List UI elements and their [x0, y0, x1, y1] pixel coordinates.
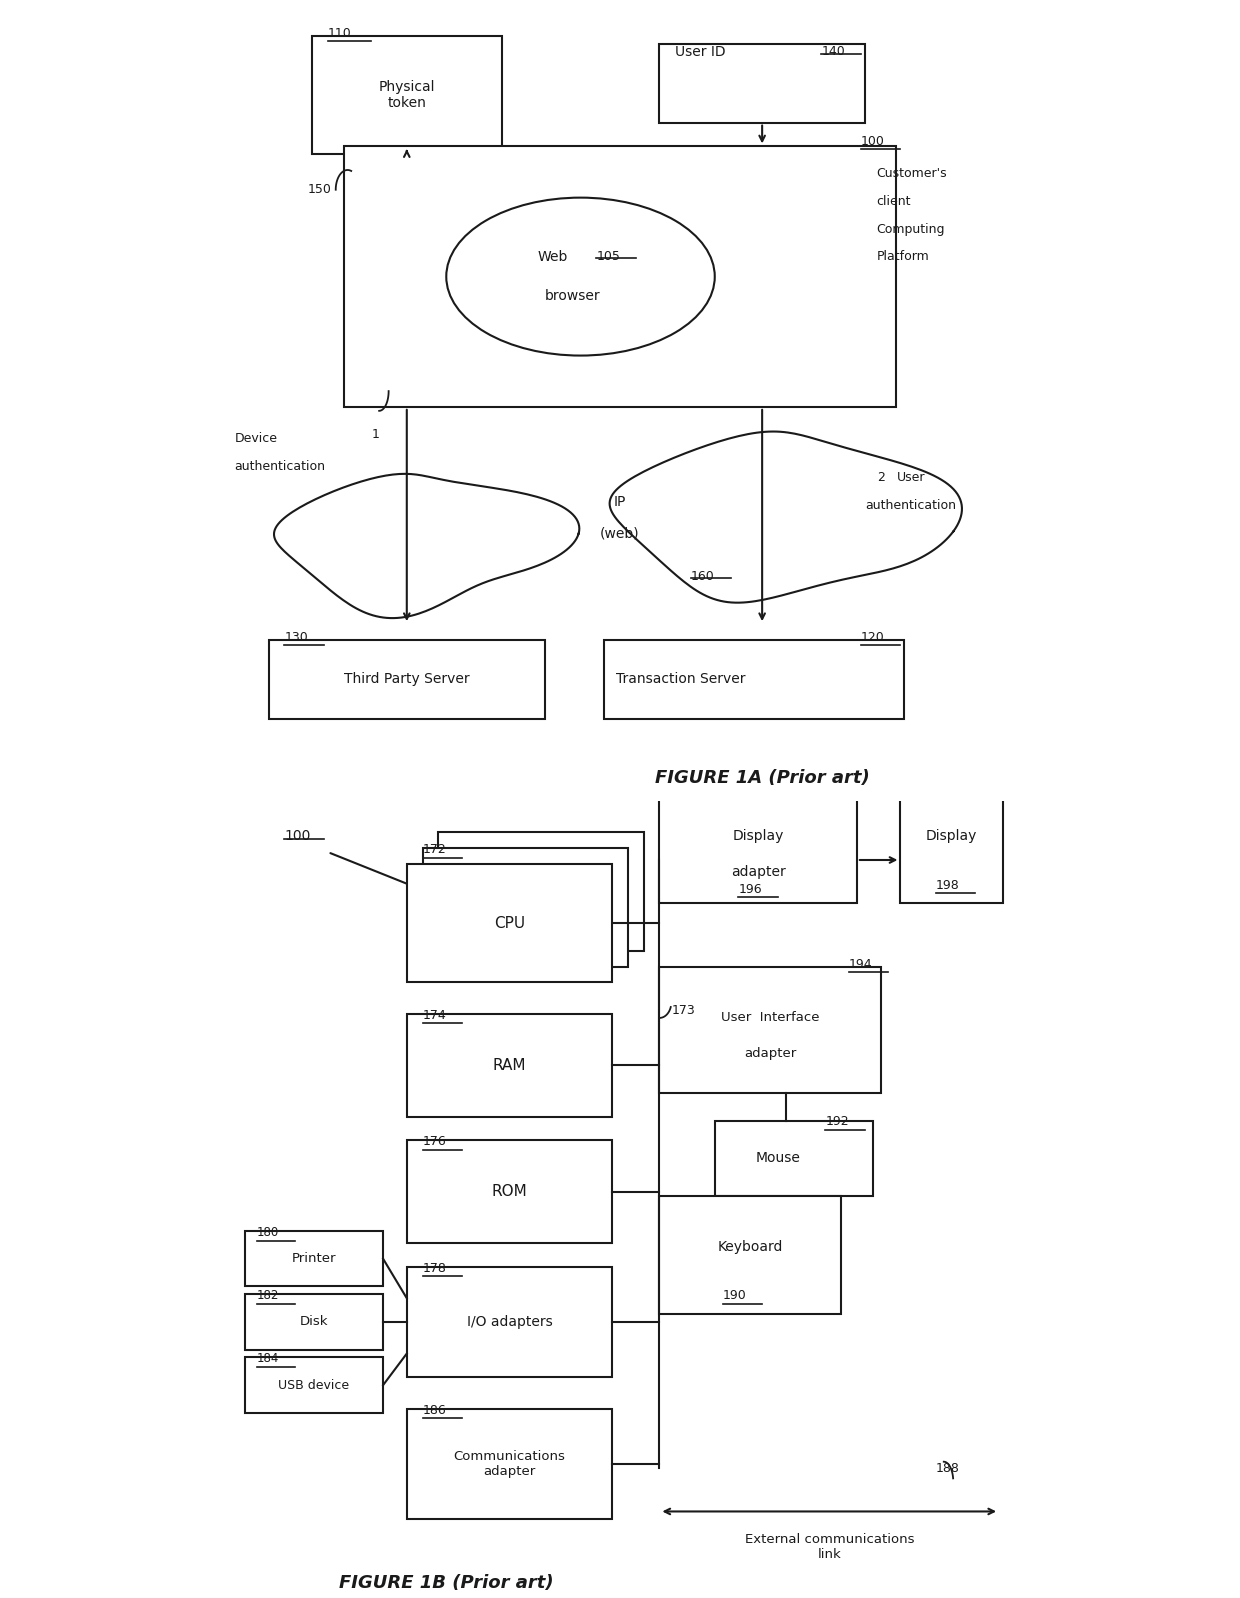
Text: authentication: authentication: [864, 499, 956, 511]
Bar: [714, 1120, 873, 1195]
Text: Third Party Server: Third Party Server: [343, 673, 470, 686]
Bar: [660, 43, 864, 123]
Text: 100: 100: [284, 829, 311, 844]
Text: adapter: adapter: [730, 865, 786, 879]
Text: Transaction Server: Transaction Server: [616, 673, 745, 686]
Text: 188: 188: [936, 1462, 960, 1475]
Text: 180: 180: [257, 1226, 279, 1238]
Text: adapter: adapter: [744, 1047, 796, 1059]
Text: Web: Web: [538, 249, 568, 264]
Bar: [604, 639, 904, 719]
Text: Disk: Disk: [299, 1315, 327, 1328]
Bar: [246, 1294, 383, 1350]
Text: 182: 182: [257, 1290, 279, 1302]
Text: RAM: RAM: [492, 1058, 526, 1072]
Text: 184: 184: [257, 1352, 279, 1365]
Text: 194: 194: [849, 957, 873, 970]
Text: User ID: User ID: [676, 45, 725, 59]
Text: Printer: Printer: [291, 1253, 336, 1266]
Bar: [439, 833, 644, 951]
Text: Display: Display: [733, 829, 784, 844]
Text: User: User: [897, 471, 925, 484]
Text: 140: 140: [821, 45, 846, 58]
Bar: [246, 1230, 383, 1286]
Bar: [660, 967, 880, 1093]
Bar: [269, 639, 546, 719]
Bar: [660, 1195, 841, 1314]
Text: Customer's: Customer's: [877, 168, 947, 181]
Text: Mouse: Mouse: [755, 1151, 800, 1165]
Text: client: client: [877, 195, 911, 208]
Bar: [343, 147, 897, 407]
Text: Communications
adapter: Communications adapter: [454, 1449, 565, 1478]
Text: 110: 110: [327, 27, 352, 40]
Bar: [246, 1357, 383, 1413]
Text: FIGURE 1B (Prior art): FIGURE 1B (Prior art): [339, 1574, 553, 1592]
Text: 130: 130: [284, 631, 309, 644]
Bar: [407, 1409, 613, 1520]
Text: External communications
link: External communications link: [744, 1532, 914, 1561]
Text: 176: 176: [423, 1135, 446, 1149]
Bar: [407, 865, 613, 983]
Text: I/O adapters: I/O adapters: [466, 1315, 552, 1330]
Text: 186: 186: [423, 1403, 446, 1417]
Text: 190: 190: [723, 1290, 746, 1302]
Text: 198: 198: [936, 879, 960, 892]
Bar: [407, 1141, 613, 1243]
Text: 174: 174: [423, 1008, 446, 1021]
Text: 100: 100: [861, 134, 884, 149]
Text: 120: 120: [861, 631, 884, 644]
Text: 196: 196: [739, 882, 763, 895]
Text: 192: 192: [826, 1115, 849, 1128]
Ellipse shape: [446, 198, 714, 356]
Text: Platform: Platform: [877, 251, 930, 264]
Bar: [407, 1267, 613, 1377]
Text: Device: Device: [234, 431, 278, 444]
Bar: [660, 785, 857, 903]
Text: Physical
token: Physical token: [378, 80, 435, 110]
Text: ROM: ROM: [491, 1184, 527, 1198]
Text: Keyboard: Keyboard: [718, 1240, 782, 1254]
Text: Display: Display: [926, 829, 977, 844]
Text: 172: 172: [423, 844, 446, 857]
Text: 173: 173: [671, 1004, 696, 1016]
Text: 160: 160: [691, 570, 714, 583]
Text: 150: 150: [308, 184, 332, 197]
Text: User  Interface: User Interface: [720, 1012, 820, 1024]
Text: 105: 105: [596, 251, 620, 264]
Bar: [407, 1015, 613, 1117]
Text: 178: 178: [423, 1261, 446, 1275]
Text: CPU: CPU: [494, 916, 525, 930]
Text: USB device: USB device: [278, 1379, 350, 1392]
Text: 1: 1: [371, 428, 379, 441]
Text: FIGURE 1A (Prior art): FIGURE 1A (Prior art): [655, 769, 869, 788]
Bar: [900, 785, 1003, 903]
Text: 2: 2: [877, 471, 884, 484]
Text: IP: IP: [614, 495, 626, 508]
Text: (web): (web): [600, 526, 640, 540]
Text: browser: browser: [544, 289, 600, 304]
Bar: [423, 849, 627, 967]
Bar: [312, 35, 501, 153]
Text: Computing: Computing: [877, 222, 945, 237]
Text: authentication: authentication: [234, 460, 326, 473]
